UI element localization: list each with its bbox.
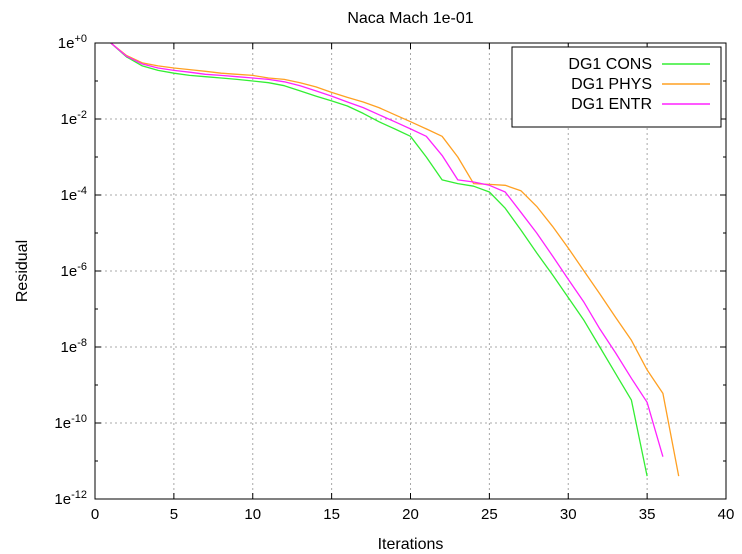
- y-tick-label: 1e-10: [54, 413, 87, 432]
- y-tick-base: 1e: [54, 491, 71, 508]
- series-line-dg1-phys: [110, 42, 680, 477]
- legend-label: DG1 CONS: [568, 56, 652, 73]
- y-axis-title: Residual: [14, 240, 31, 302]
- y-tick-label: 1e-8: [61, 337, 87, 356]
- legend: DG1 CONS DG1 PHYS DG1 ENTR: [511, 46, 722, 128]
- x-tick-label: 30: [560, 506, 577, 523]
- series-line-dg1-entr: [110, 42, 664, 457]
- tick-marks: [94, 42, 727, 500]
- y-tick-base: 1e: [54, 415, 71, 432]
- y-tick-label: 1e+0: [58, 33, 87, 52]
- y-tick-exponent: -6: [77, 261, 87, 273]
- legend-label: DG1 ENTR: [571, 96, 652, 113]
- y-tick-label: 1e-6: [61, 261, 87, 280]
- x-tick-labels: 0 5 10 15 20 25 30 35 40: [91, 506, 735, 523]
- legend-box: [511, 46, 722, 128]
- x-tick-label: 40: [718, 506, 735, 523]
- y-tick-base: 1e: [58, 35, 75, 52]
- x-tick-label: 20: [402, 506, 419, 523]
- x-tick-label: 5: [170, 506, 178, 523]
- y-tick-base: 1e: [61, 187, 78, 204]
- series-layer: [110, 42, 680, 477]
- y-tick-label: 1e-12: [54, 489, 87, 508]
- y-tick-exponent: -8: [77, 337, 87, 349]
- x-tick-label: 25: [481, 506, 498, 523]
- y-tick-exponent: +0: [74, 33, 87, 45]
- chart-title: Naca Mach 1e-01: [347, 10, 473, 27]
- y-tick-base: 1e: [61, 339, 78, 356]
- y-tick-base: 1e: [61, 263, 78, 280]
- y-tick-label: 1e-4: [61, 185, 87, 204]
- x-tick-label: 15: [323, 506, 340, 523]
- y-tick-base: 1e: [61, 111, 78, 128]
- x-tick-label: 10: [244, 506, 261, 523]
- y-tick-exponent: -12: [71, 489, 87, 501]
- y-tick-exponent: -2: [77, 109, 87, 121]
- series-line-dg1-cons: [110, 42, 648, 477]
- x-axis-title: Iterations: [378, 536, 444, 553]
- x-tick-label: 0: [91, 506, 99, 523]
- y-tick-exponent: -4: [77, 185, 87, 197]
- x-tick-label: 35: [639, 506, 656, 523]
- y-tick-label: 1e-2: [61, 109, 87, 128]
- y-tick-exponent: -10: [71, 413, 87, 425]
- legend-label: DG1 PHYS: [571, 76, 652, 93]
